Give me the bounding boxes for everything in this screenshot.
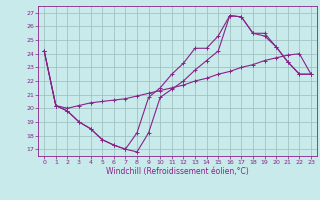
X-axis label: Windchill (Refroidissement éolien,°C): Windchill (Refroidissement éolien,°C) (106, 167, 249, 176)
